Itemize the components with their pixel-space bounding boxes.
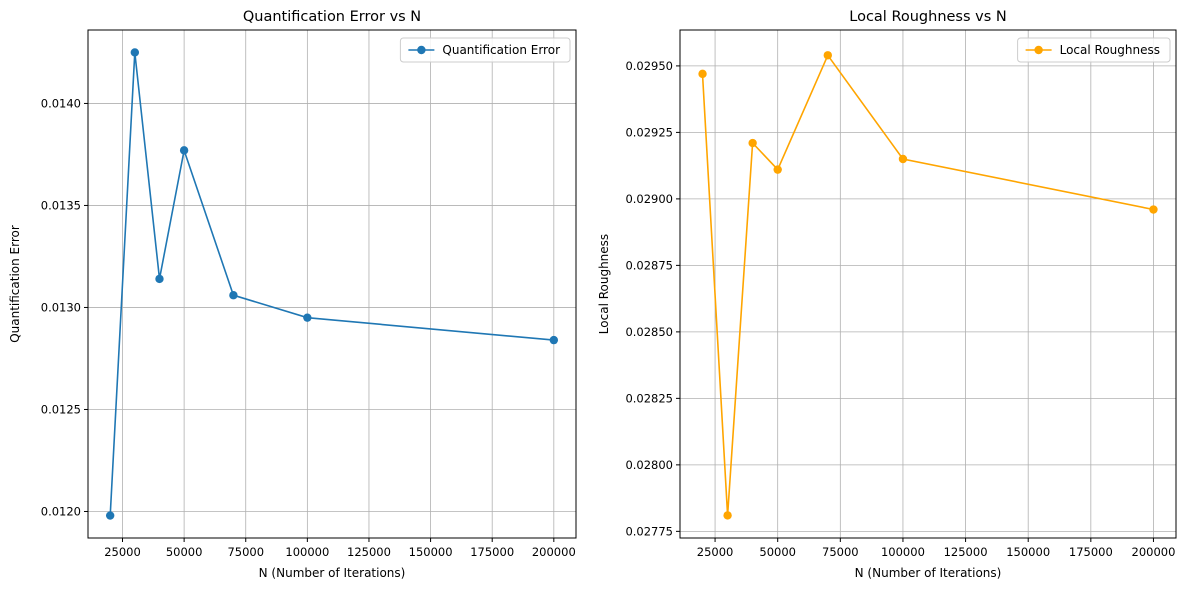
data-point bbox=[723, 511, 732, 520]
chart-title: Quantification Error vs N bbox=[243, 9, 421, 25]
data-point bbox=[155, 274, 164, 284]
x-tick-label: 50000 bbox=[759, 545, 796, 559]
y-tick-label: 0.02925 bbox=[625, 125, 673, 139]
x-tick-label: 25000 bbox=[697, 545, 734, 559]
data-point bbox=[130, 48, 140, 57]
chart-local-roughness: Local Roughness vs N N (Number of Iterat… bbox=[597, 9, 1177, 580]
x-tick-label: 125000 bbox=[944, 545, 988, 559]
data-point bbox=[105, 511, 115, 520]
x-tick-label: 100000 bbox=[285, 545, 329, 559]
y-tick-label: 0.02875 bbox=[625, 258, 673, 272]
y-tick-label: 0.02900 bbox=[625, 192, 673, 206]
legend-box bbox=[399, 37, 571, 63]
data-point bbox=[179, 146, 189, 155]
series-line bbox=[109, 52, 554, 516]
legend-label: Quantification Error bbox=[442, 43, 560, 57]
x-tick-label: 175000 bbox=[1069, 545, 1113, 559]
y-tick-label: 0.02950 bbox=[625, 59, 673, 73]
data-point bbox=[549, 335, 559, 345]
y-tick-label: 0.0120 bbox=[41, 504, 81, 518]
x-tick-label: 200000 bbox=[1132, 545, 1176, 559]
x-tick-label: 25000 bbox=[104, 545, 141, 559]
y-axis-label: Quantification Error bbox=[8, 225, 22, 343]
x-tick-label: 150000 bbox=[409, 545, 453, 559]
x-axis-label: N (Number of Iterations) bbox=[855, 566, 1002, 580]
y-tick-label: 0.0130 bbox=[41, 300, 81, 314]
data-point bbox=[773, 165, 782, 174]
x-tick-label: 75000 bbox=[227, 545, 264, 559]
y-tick-label: 0.02825 bbox=[625, 391, 673, 405]
y-tick-label: 0.0125 bbox=[41, 402, 81, 416]
grid bbox=[680, 30, 1176, 538]
grid bbox=[88, 30, 576, 538]
data-point bbox=[698, 69, 707, 79]
plot-frame bbox=[87, 29, 577, 539]
legend-box bbox=[1017, 37, 1171, 63]
x-tick-label: 75000 bbox=[822, 545, 859, 559]
data-point bbox=[1149, 205, 1158, 214]
data-point bbox=[823, 51, 832, 60]
chart-quantification-error: Quantification Error vs N N (Number of I… bbox=[8, 9, 577, 580]
series-line bbox=[701, 53, 1154, 516]
data-point bbox=[898, 154, 908, 164]
data-point bbox=[748, 138, 757, 148]
legend: Local Roughness bbox=[1017, 37, 1171, 63]
y-tick-label: 0.02775 bbox=[625, 524, 673, 538]
y-tick-label: 0.02800 bbox=[625, 458, 673, 472]
data-point bbox=[303, 313, 312, 322]
y-tick-label: 0.02850 bbox=[625, 325, 673, 339]
legend-marker bbox=[417, 45, 426, 55]
x-axis-label: N (Number of Iterations) bbox=[259, 566, 406, 580]
x-tick-label: 175000 bbox=[470, 545, 514, 559]
data-point bbox=[229, 291, 238, 300]
x-tick-label: 50000 bbox=[166, 545, 203, 559]
x-tick-label: 100000 bbox=[881, 545, 925, 559]
chart-title: Local Roughness vs N bbox=[849, 9, 1007, 25]
legend-marker bbox=[1034, 45, 1043, 55]
x-tick-label: 125000 bbox=[347, 545, 391, 559]
y-tick-label: 0.0135 bbox=[41, 198, 81, 212]
legend-label: Local Roughness bbox=[1060, 43, 1160, 57]
y-axis-label: Local Roughness bbox=[597, 234, 611, 334]
x-tick-label: 150000 bbox=[1006, 545, 1050, 559]
x-tick-label: 200000 bbox=[532, 545, 576, 559]
y-tick-label: 0.0140 bbox=[41, 96, 81, 110]
plot-frame bbox=[679, 29, 1177, 539]
legend: Quantification Error bbox=[399, 37, 571, 63]
